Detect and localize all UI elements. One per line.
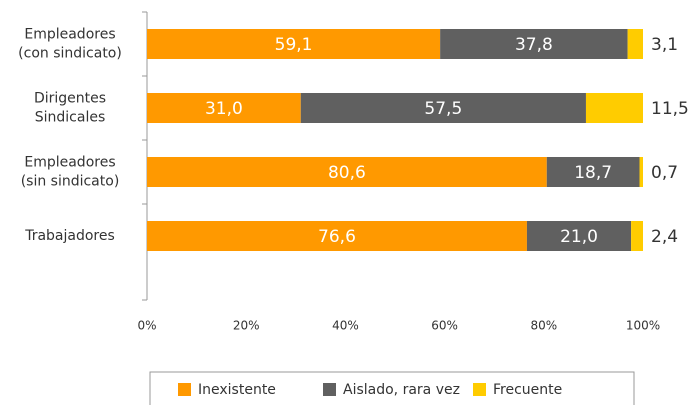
- y-tick-label: Empleadores: [24, 27, 115, 43]
- legend-box: [149, 371, 635, 405]
- y-tick-label: Dirigentes: [34, 91, 106, 107]
- legend-swatch: [323, 383, 336, 396]
- x-tick-label: 20%: [233, 319, 260, 333]
- value-label: 57,5: [424, 99, 462, 119]
- legend-swatch: [473, 383, 486, 396]
- bar: [627, 29, 643, 59]
- bar: [440, 29, 628, 59]
- value-label: 31,0: [205, 99, 243, 119]
- legend-label: Aislado, rara vez: [343, 382, 460, 398]
- bar: [639, 157, 643, 187]
- value-label: 2,4: [651, 227, 678, 247]
- bar: [147, 93, 301, 123]
- bar: [300, 93, 586, 123]
- y-tick-label: (sin sindicato): [21, 174, 120, 190]
- y-tick-label: (con sindicato): [18, 46, 122, 62]
- x-tick-label: 40%: [332, 319, 359, 333]
- x-tick-label: 100%: [626, 319, 660, 333]
- bar: [147, 157, 547, 187]
- value-label: 18,7: [574, 163, 612, 183]
- value-label: 3,1: [651, 35, 678, 55]
- bar: [147, 221, 527, 251]
- legend-label: Frecuente: [493, 382, 562, 398]
- value-label: 76,6: [318, 227, 356, 247]
- x-tick-label: 80%: [530, 319, 557, 333]
- x-tick-label: 0%: [137, 319, 156, 333]
- y-tick-label: Empleadores: [24, 155, 115, 171]
- bar: [526, 221, 632, 251]
- x-tick-label: 60%: [431, 319, 458, 333]
- value-label: 80,6: [328, 163, 366, 183]
- legend-label: Inexistente: [198, 382, 276, 398]
- bar: [546, 157, 640, 187]
- value-label: 59,1: [275, 35, 313, 55]
- value-label: 0,7: [651, 163, 678, 183]
- y-tick-label: Sindicales: [35, 110, 106, 126]
- bar: [631, 221, 643, 251]
- value-label: 11,5: [651, 99, 689, 119]
- value-label: 37,8: [515, 35, 553, 55]
- value-label: 21,0: [560, 227, 598, 247]
- bar: [585, 93, 643, 123]
- legend-swatch: [178, 383, 191, 396]
- bar: [147, 29, 441, 59]
- y-tick-label: Trabajadores: [24, 228, 115, 244]
